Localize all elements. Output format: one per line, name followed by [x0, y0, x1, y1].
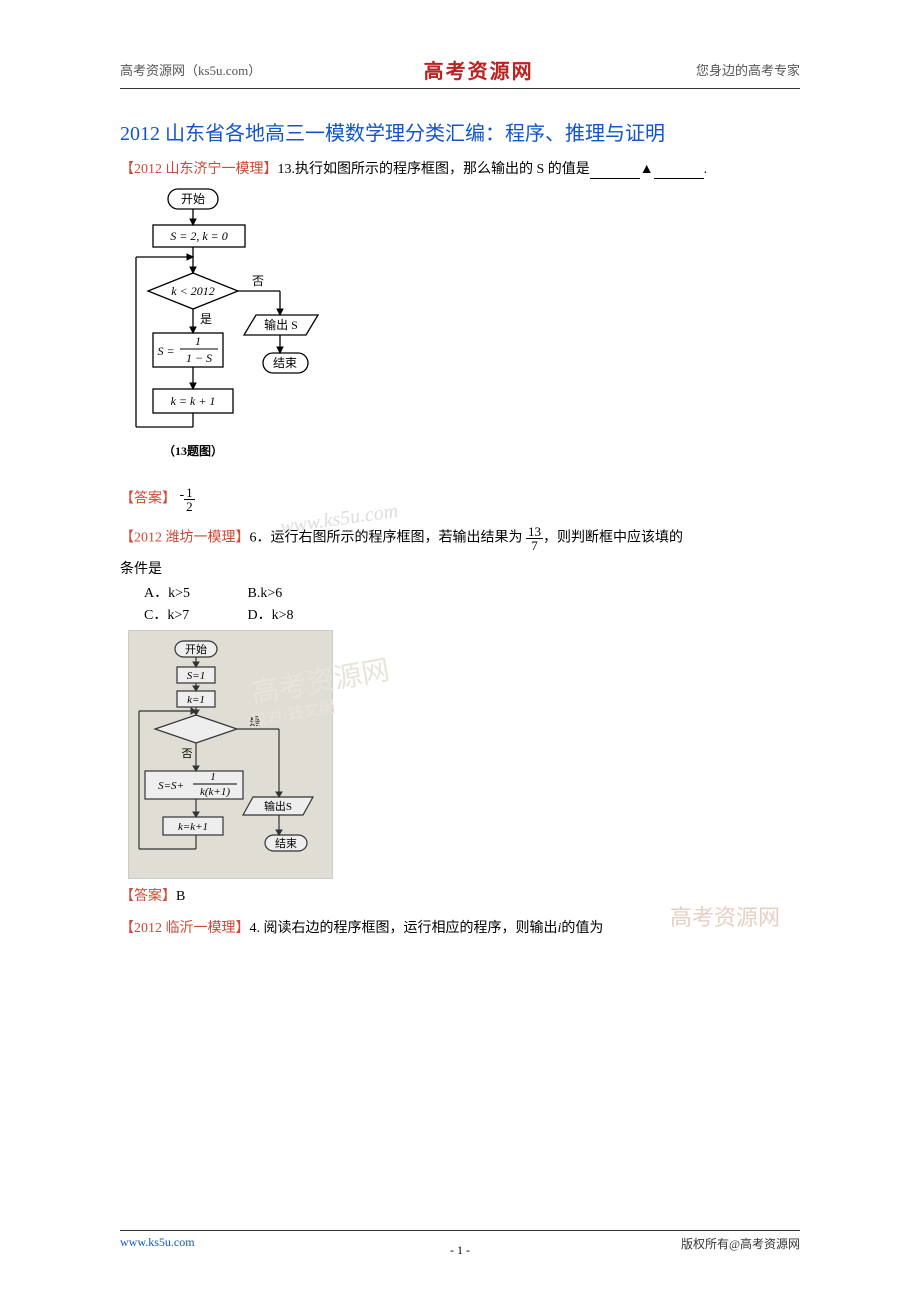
q2-text-c: 条件是: [120, 558, 800, 578]
q1-number: 13.: [278, 162, 296, 177]
footer-right: 版权所有@高考资源网: [681, 1235, 800, 1252]
page-title: 2012 山东省各地高三一模数学理分类汇编：程序、推理与证明: [120, 117, 800, 146]
header-center: 高考资源网: [424, 55, 534, 84]
svg-text:（13题图）: （13题图）: [163, 443, 223, 458]
svg-text:否: 否: [182, 748, 193, 760]
option-a: A．k>5: [144, 582, 244, 602]
q1-text: 执行如图所示的程序框图，那么输出的 S 的值是: [295, 162, 590, 177]
q3-text-b: 的值为: [561, 921, 603, 936]
q2-text-a: 运行右图所示的程序框图，若输出结果为: [271, 531, 523, 546]
q2-number: 6．: [250, 531, 271, 546]
svg-text:1: 1: [195, 334, 201, 348]
q2-options: A．k>5 B.k>6 C．k>7 D．k>8: [144, 582, 800, 624]
q1-answer-frac: 1 2: [184, 486, 195, 513]
q2-flowchart: 开始 S=1 k=1 是 否 S=S+ 1 k(k+1) k=k+1 输出S 结…: [128, 630, 333, 879]
q1-blank-mark: ▲: [640, 162, 654, 178]
q1-tail: .: [704, 162, 708, 177]
question-3: 【2012 临沂一模理】4. 阅读右边的程序框图，运行相应的程序，则输出i的值为: [120, 917, 800, 937]
page-header: 高考资源网（ks5u.com） 高考资源网 您身边的高考专家: [120, 55, 800, 89]
svg-text:是: 是: [200, 312, 212, 326]
q1-blank-left: [590, 162, 640, 179]
q3-text-a: 阅读右边的程序框图，运行相应的程序，则输出: [260, 921, 558, 936]
q2-text-b: ，则判断框中应该填的: [543, 531, 683, 546]
option-d: D．k>8: [248, 604, 348, 624]
q1-source: 【2012 山东济宁一模理】: [120, 162, 278, 177]
page-footer: www.ks5u.com - 1 - 版权所有@高考资源网: [120, 1230, 800, 1252]
option-c: C．k>7: [144, 604, 244, 624]
svg-text:结束: 结束: [273, 356, 297, 370]
q2-source: 【2012 潍坊一模理】: [120, 531, 250, 546]
svg-text:S=S+: S=S+: [158, 780, 184, 792]
header-right: 您身边的高考专家: [696, 60, 800, 79]
svg-text:开始: 开始: [185, 642, 207, 656]
svg-text:是: 是: [250, 715, 261, 728]
flowchart2-svg: 开始 S=1 k=1 是 否 S=S+ 1 k(k+1) k=k+1 输出S 结…: [135, 637, 330, 867]
svg-text:k=k+1: k=k+1: [178, 821, 208, 833]
svg-text:S =: S =: [157, 344, 174, 358]
svg-text:k = k + 1: k = k + 1: [171, 394, 216, 408]
footer-left: www.ks5u.com: [120, 1235, 195, 1252]
svg-text:k < 2012: k < 2012: [171, 284, 214, 298]
svg-text:S=1: S=1: [187, 670, 205, 682]
header-left: 高考资源网（ks5u.com）: [120, 60, 261, 79]
q1-answer: 【答案】 - 1 2: [120, 486, 800, 513]
q3-source: 【2012 临沂一模理】: [120, 921, 250, 936]
q1-blank-right: [654, 162, 704, 179]
question-2: 【2012 潍坊一模理】6．运行右图所示的程序框图，若输出结果为 13 7 ，则…: [120, 525, 800, 578]
svg-text:否: 否: [252, 274, 264, 288]
svg-text:k=1: k=1: [187, 694, 205, 706]
q2-frac: 13 7: [526, 525, 543, 552]
answer-label: 【答案】: [120, 889, 176, 904]
svg-text:1 − S: 1 − S: [186, 351, 212, 365]
q1-flowchart: 开始 S = 2, k = 0 k < 2012 是 否 S = 1 1 − S…: [128, 185, 338, 480]
option-b: B.k>6: [248, 586, 348, 602]
answer-label: 【答案】: [120, 492, 176, 507]
svg-text:输出 S: 输出 S: [264, 317, 298, 332]
footer-center: - 1 -: [450, 1243, 470, 1258]
q2-answer-value: B: [176, 889, 185, 904]
q2-answer: 【答案】B: [120, 885, 800, 905]
svg-text:1: 1: [210, 771, 216, 783]
question-1: 【2012 山东济宁一模理】13.执行如图所示的程序框图，那么输出的 S 的值是…: [120, 158, 800, 179]
flowchart-svg: 开始 S = 2, k = 0 k < 2012 是 否 S = 1 1 − S…: [128, 185, 338, 475]
svg-text:结束: 结束: [275, 837, 297, 850]
svg-text:k(k+1): k(k+1): [200, 786, 230, 798]
svg-text:输出S: 输出S: [264, 799, 292, 813]
svg-text:开始: 开始: [181, 192, 205, 206]
q3-number: 4.: [250, 921, 261, 936]
svg-text:S = 2, k = 0: S = 2, k = 0: [170, 229, 228, 243]
